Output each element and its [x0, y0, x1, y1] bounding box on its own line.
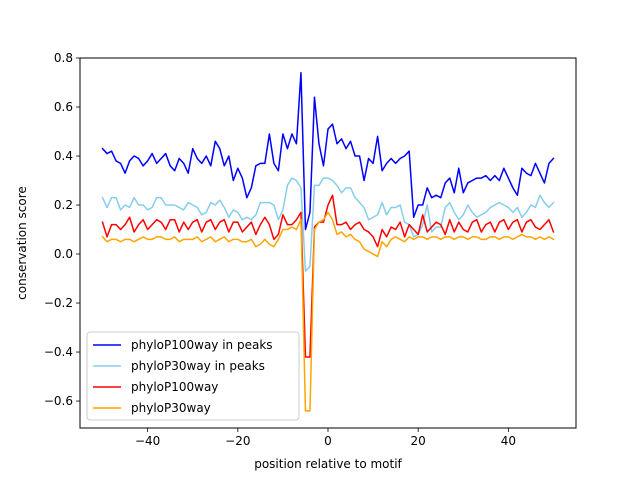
series-line-3: [101, 211, 555, 412]
y-tick-label: −0.2: [44, 296, 73, 310]
x-tick-label: 40: [501, 434, 516, 448]
series-line-1: [101, 177, 555, 272]
x-axis-ticks: −40 −20 0 20 40: [135, 428, 516, 448]
y-tick-label: 0.0: [54, 247, 73, 261]
series-layer: [101, 71, 555, 412]
y-tick-label: 0.8: [54, 51, 73, 65]
series-line-0: [101, 71, 555, 231]
legend: phyloP100way in peaks phyloP30way in peak…: [86, 331, 300, 421]
x-tick-label: 20: [411, 434, 426, 448]
y-axis-ticks: −0.6 −0.4 −0.2 0.0 0.2 0.4 0.6 0.8: [44, 51, 80, 408]
legend-label-1: phyloP30way in peaks: [131, 359, 265, 373]
x-axis-label: position relative to motif: [254, 457, 402, 471]
legend-box: [86, 331, 300, 421]
y-tick-label: −0.6: [44, 394, 73, 408]
x-tick-label: 0: [324, 434, 332, 448]
legend-label-2: phyloP100way: [131, 380, 218, 394]
y-tick-label: −0.4: [44, 345, 73, 359]
y-tick-label: 0.2: [54, 198, 73, 212]
y-tick-label: 0.6: [54, 100, 73, 114]
y-axis-label: conservation score: [15, 186, 29, 300]
x-tick-label: −20: [225, 434, 250, 448]
legend-label-3: phyloP30way: [131, 401, 211, 415]
x-tick-label: −40: [135, 434, 160, 448]
legend-label-0: phyloP100way in peaks: [131, 338, 273, 352]
y-tick-label: 0.4: [54, 149, 73, 163]
series-line-2: [101, 194, 555, 358]
